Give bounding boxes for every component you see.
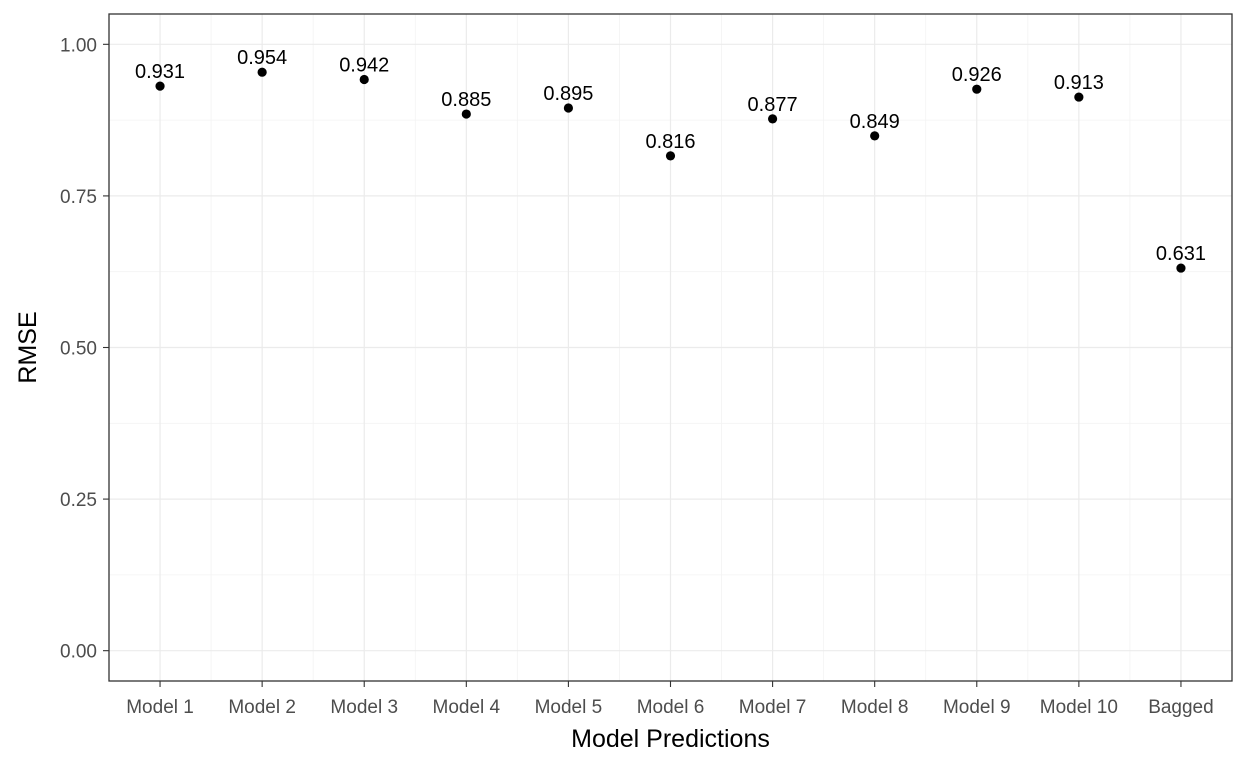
data-point xyxy=(461,109,471,119)
data-label: 0.631 xyxy=(1156,243,1206,265)
x-tick-label: Model 10 xyxy=(1040,697,1118,718)
data-label: 0.926 xyxy=(952,64,1002,86)
x-tick-label: Model 4 xyxy=(433,697,501,718)
data-label: 0.913 xyxy=(1054,72,1104,94)
y-tick-label: 0.00 xyxy=(60,642,97,663)
data-point xyxy=(563,103,574,113)
data-labels-layer: 0.931 0.954 0.942 0.885 0.895 0.816 0.877 0.849… xyxy=(135,47,1206,265)
y-tick-label: 1.00 xyxy=(60,35,97,56)
x-tick-label: Model 7 xyxy=(739,697,807,718)
x-tick-label: Model 5 xyxy=(535,697,603,718)
data-label: 0.942 xyxy=(339,54,389,76)
data-point xyxy=(665,151,676,161)
x-tick-label: Model 6 xyxy=(637,697,705,718)
x-tick-label: Model 2 xyxy=(228,697,296,718)
y-tick-label: 0.25 xyxy=(60,490,97,511)
panel-border xyxy=(108,13,1233,682)
data-label: 0.849 xyxy=(850,111,900,133)
x-tick-label: Model 8 xyxy=(841,697,909,718)
data-label: 0.895 xyxy=(543,83,593,105)
x-tick-label: Model 3 xyxy=(330,697,398,718)
points-layer xyxy=(155,67,1186,273)
data-point xyxy=(1074,92,1084,102)
data-point xyxy=(767,114,778,124)
data-point xyxy=(870,131,880,141)
grid-layer xyxy=(109,14,1232,681)
data-point xyxy=(155,81,165,91)
x-tick-label: Model 1 xyxy=(126,697,194,718)
data-point xyxy=(972,84,982,94)
x-tick-label: Model 9 xyxy=(943,697,1011,718)
data-label: 0.954 xyxy=(237,47,287,69)
data-point xyxy=(257,67,267,77)
data-label: 0.816 xyxy=(645,131,695,153)
data-point xyxy=(359,74,369,85)
x-tick-label: Bagged xyxy=(1148,697,1214,718)
data-label: 0.877 xyxy=(748,94,798,116)
data-label: 0.885 xyxy=(441,89,491,111)
y-tick-label: 0.50 xyxy=(60,339,97,360)
y-tick-label: 0.75 xyxy=(60,187,97,208)
x-axis-title: Model Predictions xyxy=(571,725,770,753)
data-label: 0.931 xyxy=(135,61,185,83)
data-point xyxy=(1176,263,1186,273)
y-axis-title: RMSE xyxy=(14,311,42,383)
ticks-layer: 0.00 0.25 0.50 0.75 1.00 Model 1 Model 2 Model … xyxy=(60,35,1214,718)
